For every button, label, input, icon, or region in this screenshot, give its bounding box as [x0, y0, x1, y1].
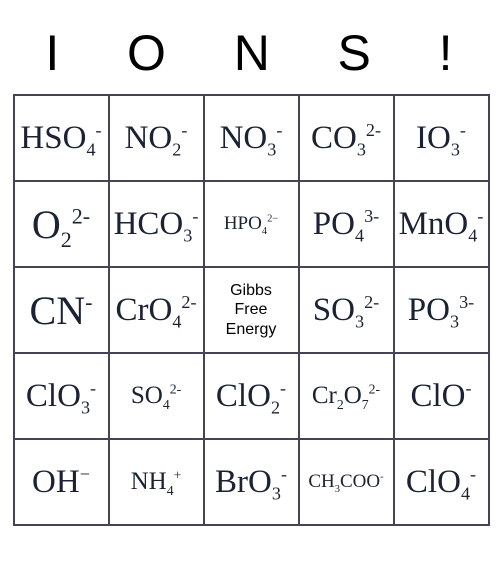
- ion-formula: HSO4-: [20, 120, 101, 157]
- bingo-cell-2-3[interactable]: SO32-: [299, 267, 394, 353]
- bingo-cell-3-3[interactable]: Cr2O72-: [299, 353, 394, 439]
- bingo-cell-2-4[interactable]: PO33-: [394, 267, 489, 353]
- bingo-cell-0-2[interactable]: NO3-: [204, 95, 299, 181]
- ion-formula: PO43-: [313, 206, 379, 243]
- ion-formula: OH−: [32, 464, 90, 501]
- bingo-cell-3-4[interactable]: ClO-: [394, 353, 489, 439]
- header-letter: O: [127, 24, 168, 82]
- header-letter: N: [234, 24, 272, 82]
- bingo-cell-3-0[interactable]: ClO3-: [14, 353, 109, 439]
- bingo-cell-4-2[interactable]: BrO3-: [204, 439, 299, 525]
- free-space-label: GibbsFreeEnergy: [226, 281, 277, 339]
- bingo-cell-4-3[interactable]: CH3COO-: [299, 439, 394, 525]
- bingo-cell-4-1[interactable]: NH4+: [109, 439, 204, 525]
- ion-formula: IO3-: [416, 120, 466, 157]
- ion-formula: O22-: [32, 201, 90, 248]
- ion-formula: NO2-: [125, 120, 188, 157]
- bingo-cell-2-2[interactable]: GibbsFreeEnergy: [204, 267, 299, 353]
- ion-formula: Cr2O72-: [312, 382, 380, 410]
- ion-formula: CH3COO-: [308, 471, 383, 493]
- bingo-grid: HSO4- NO2- NO3- CO32- IO3- O22- HCO3- HPO42− PO4…: [13, 94, 490, 526]
- ion-formula: ClO4-: [406, 464, 476, 501]
- bingo-cell-0-0[interactable]: HSO4-: [14, 95, 109, 181]
- bingo-cell-1-2[interactable]: HPO42−: [204, 181, 299, 267]
- bingo-cell-3-1[interactable]: SO42-: [109, 353, 204, 439]
- bingo-cell-1-0[interactable]: O22-: [14, 181, 109, 267]
- bingo-cell-0-3[interactable]: CO32-: [299, 95, 394, 181]
- bingo-cell-0-1[interactable]: NO2-: [109, 95, 204, 181]
- ion-formula: HCO3-: [114, 206, 199, 243]
- header-letter: !: [439, 24, 455, 82]
- bingo-cell-1-3[interactable]: PO43-: [299, 181, 394, 267]
- ion-formula: NH4+: [131, 468, 182, 496]
- bingo-cell-4-4[interactable]: ClO4-: [394, 439, 489, 525]
- bingo-cell-1-4[interactable]: MnO4-: [394, 181, 489, 267]
- ion-formula: NO3-: [220, 120, 283, 157]
- ion-formula: SO42-: [131, 382, 181, 410]
- bingo-cell-2-1[interactable]: CrO42-: [109, 267, 204, 353]
- bingo-cell-0-4[interactable]: IO3-: [394, 95, 489, 181]
- header-letter: I: [45, 24, 61, 82]
- bingo-cell-3-2[interactable]: ClO2-: [204, 353, 299, 439]
- bingo-cell-2-0[interactable]: CN-: [14, 267, 109, 353]
- ion-formula: SO32-: [313, 292, 379, 329]
- ion-formula: CO32-: [311, 120, 381, 157]
- bingo-cell-1-1[interactable]: HCO3-: [109, 181, 204, 267]
- bingo-header: I O N S !: [13, 18, 488, 88]
- header-letter: S: [338, 24, 373, 82]
- ion-formula: ClO-: [410, 378, 471, 415]
- ion-formula: BrO3-: [215, 464, 287, 501]
- ion-formula: PO33-: [408, 292, 474, 329]
- ion-formula: ClO3-: [26, 378, 96, 415]
- bingo-card: I O N S ! HSO4- NO2- NO3- CO32- IO3- O22- HCO3…: [13, 18, 488, 526]
- ion-formula: HPO42−: [224, 213, 278, 235]
- ion-formula: ClO2-: [216, 378, 286, 415]
- ion-formula: CrO42-: [115, 292, 196, 329]
- ion-formula: CN-: [30, 287, 93, 334]
- bingo-cell-4-0[interactable]: OH−: [14, 439, 109, 525]
- ion-formula: MnO4-: [399, 206, 484, 243]
